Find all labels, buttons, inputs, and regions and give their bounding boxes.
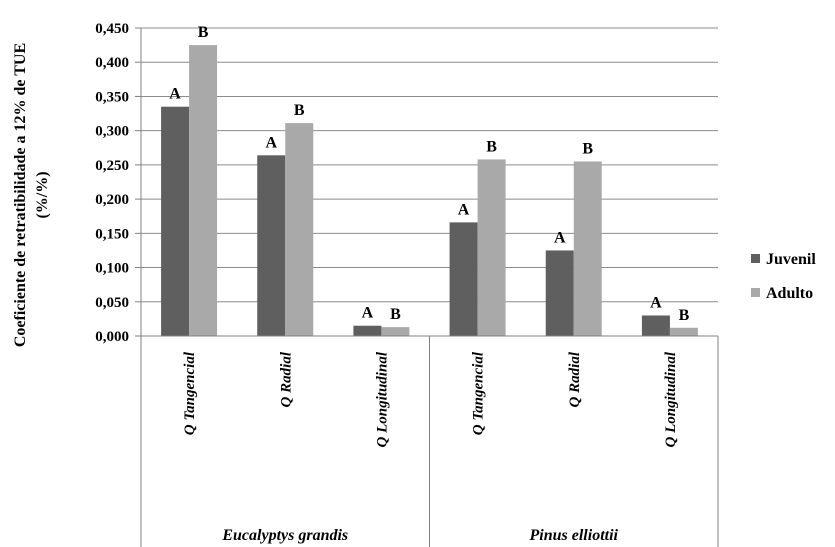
data-label: A — [169, 86, 181, 103]
data-label: B — [679, 307, 690, 324]
bar-juvenil — [545, 250, 574, 336]
bars — [161, 45, 698, 336]
y-tick-label: 0,200 — [95, 192, 129, 208]
y-tick-label: 0,300 — [95, 124, 129, 140]
y-tick-label: 0,150 — [95, 226, 129, 242]
data-label: B — [198, 24, 209, 41]
data-label: A — [362, 305, 374, 322]
bar-adulto — [189, 45, 218, 336]
bar-juvenil — [449, 222, 478, 336]
legend-label: Juvenil — [766, 251, 816, 268]
y-tick-label: 0,400 — [95, 55, 129, 71]
data-label: A — [458, 201, 470, 218]
y-tick-label: 0,000 — [95, 329, 129, 345]
data-label: B — [294, 102, 305, 119]
y-axis-ticks: 0,000 0,050 0,100 0,150 0,200 0,250 0,300 0,350… — [95, 21, 141, 345]
category-labels: Q Tangencial Q Radial Q Longitudinal Q Tang… — [182, 351, 679, 447]
y-tick-label: 0,250 — [95, 158, 129, 174]
bar-adulto — [573, 161, 602, 336]
bar-juvenil — [641, 315, 670, 336]
category-label: Q Tangencial — [182, 351, 198, 435]
y-tick-label: 0,350 — [95, 89, 129, 105]
category-label: Q Tangencial — [471, 351, 487, 435]
bar-juvenil — [353, 325, 382, 336]
bar-juvenil — [257, 155, 286, 336]
y-axis-label-line2: (%/%) — [34, 171, 51, 218]
legend-swatch — [751, 288, 760, 297]
group-labels: Eucalyptys grandis Pinus elliottii — [221, 527, 618, 544]
data-label: B — [486, 138, 497, 155]
group-label: Pinus elliottii — [529, 527, 619, 544]
legend-label: Adulto — [766, 285, 813, 302]
bar-adulto — [285, 123, 314, 336]
data-label: B — [390, 306, 401, 323]
category-label: Q Longitudinal — [374, 351, 390, 447]
gridlines — [141, 27, 718, 303]
bar-adulto — [381, 327, 410, 336]
bar-adulto — [669, 327, 698, 336]
data-label: A — [650, 294, 662, 311]
category-label: Q Radial — [278, 351, 294, 407]
y-axis-label-line1: Coeficiente de retratibilidade a 12% de … — [12, 43, 29, 347]
data-label: A — [554, 229, 566, 246]
y-tick-label: 0,450 — [95, 21, 129, 37]
group-label: Eucalyptys grandis — [221, 527, 348, 544]
data-label: B — [582, 140, 593, 157]
legend: Juvenil Adulto — [751, 251, 816, 302]
bar-adulto — [477, 159, 506, 336]
legend-swatch — [751, 254, 760, 263]
axes — [140, 28, 719, 547]
category-label: Q Radial — [567, 351, 583, 407]
bar-juvenil — [161, 106, 190, 336]
data-label: A — [265, 134, 277, 151]
y-tick-label: 0,050 — [95, 295, 129, 311]
y-tick-label: 0,100 — [95, 261, 129, 277]
category-label: Q Longitudinal — [663, 351, 679, 447]
